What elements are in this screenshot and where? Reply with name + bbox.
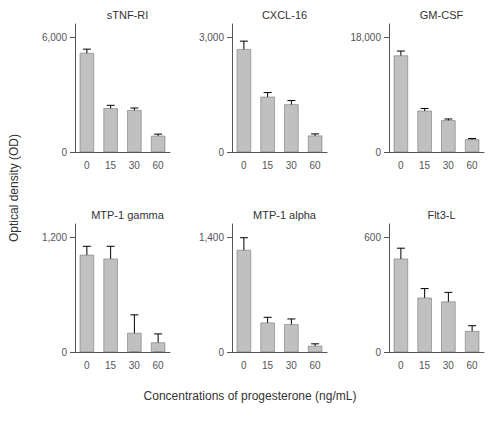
svg-text:30: 30 bbox=[286, 160, 298, 171]
svg-text:0: 0 bbox=[241, 160, 247, 171]
svg-text:30: 30 bbox=[129, 360, 141, 371]
svg-text:0: 0 bbox=[218, 347, 224, 358]
svg-text:Optical density (OD): Optical density (OD) bbox=[7, 134, 21, 242]
svg-text:60: 60 bbox=[467, 160, 479, 171]
svg-text:0: 0 bbox=[375, 147, 381, 158]
svg-text:6,000: 6,000 bbox=[42, 32, 67, 43]
svg-text:30: 30 bbox=[129, 160, 141, 171]
svg-text:0: 0 bbox=[61, 347, 67, 358]
svg-text:60: 60 bbox=[153, 160, 165, 171]
svg-text:18,000: 18,000 bbox=[350, 32, 381, 43]
svg-text:15: 15 bbox=[262, 160, 274, 171]
svg-text:0: 0 bbox=[61, 147, 67, 158]
svg-text:15: 15 bbox=[105, 160, 117, 171]
svg-text:15: 15 bbox=[419, 160, 431, 171]
svg-text:60: 60 bbox=[310, 160, 322, 171]
svg-text:60: 60 bbox=[467, 360, 479, 371]
svg-text:0: 0 bbox=[398, 360, 404, 371]
svg-text:600: 600 bbox=[364, 232, 381, 243]
svg-text:30: 30 bbox=[443, 160, 455, 171]
svg-text:GM-CSF: GM-CSF bbox=[420, 9, 464, 21]
svg-text:0: 0 bbox=[84, 160, 90, 171]
svg-text:30: 30 bbox=[286, 360, 298, 371]
svg-text:30: 30 bbox=[443, 360, 455, 371]
svg-text:0: 0 bbox=[84, 360, 90, 371]
svg-text:15: 15 bbox=[419, 360, 431, 371]
svg-text:MTP-1 alpha: MTP-1 alpha bbox=[253, 209, 317, 221]
svg-text:0: 0 bbox=[218, 147, 224, 158]
svg-text:0: 0 bbox=[241, 360, 247, 371]
svg-text:Flt3-L: Flt3-L bbox=[427, 209, 455, 221]
svg-text:0: 0 bbox=[375, 347, 381, 358]
svg-text:CXCL-16: CXCL-16 bbox=[262, 9, 307, 21]
svg-text:1,400: 1,400 bbox=[199, 232, 224, 243]
svg-text:1,200: 1,200 bbox=[42, 232, 67, 243]
svg-text:MTP-1 gamma: MTP-1 gamma bbox=[91, 209, 165, 221]
svg-text:60: 60 bbox=[153, 360, 165, 371]
svg-text:Concentrations of progesterone: Concentrations of progesterone (ng/mL) bbox=[144, 389, 357, 403]
svg-text:0: 0 bbox=[398, 160, 404, 171]
svg-text:15: 15 bbox=[105, 360, 117, 371]
svg-text:60: 60 bbox=[310, 360, 322, 371]
svg-text:15: 15 bbox=[262, 360, 274, 371]
svg-text:sTNF-RI: sTNF-RI bbox=[107, 9, 149, 21]
svg-text:3,000: 3,000 bbox=[199, 32, 224, 43]
